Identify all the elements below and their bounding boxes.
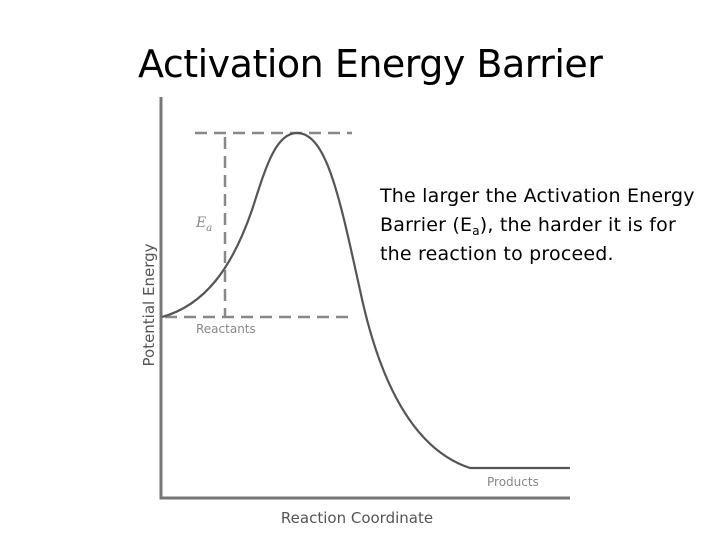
ea-label-sub: a — [206, 223, 212, 234]
x-axis-label: Reaction Coordinate — [281, 509, 433, 527]
caption-text: The larger the Activation Energy Barrier… — [380, 182, 710, 269]
products-label: Products — [487, 475, 539, 489]
ea-label-main: E — [195, 215, 206, 231]
caption-line-2-pre: Barrier (E — [380, 214, 473, 236]
caption-line-2-sub: a — [472, 224, 480, 238]
caption-line-2-post: ), the harder it is for — [479, 214, 676, 236]
y-axis-label: Potential Energy — [140, 243, 158, 366]
caption-line-1: The larger the Activation Energy — [380, 185, 695, 207]
energy-curve — [161, 131, 570, 470]
caption-line-3: the reaction to proceed. — [380, 243, 614, 265]
caption-line-2: Barrier (Ea), the harder it is for — [380, 211, 710, 240]
slide-title: Activation Energy Barrier — [138, 42, 603, 86]
ea-label: Ea — [195, 215, 212, 234]
reactants-label: Reactants — [196, 322, 256, 336]
